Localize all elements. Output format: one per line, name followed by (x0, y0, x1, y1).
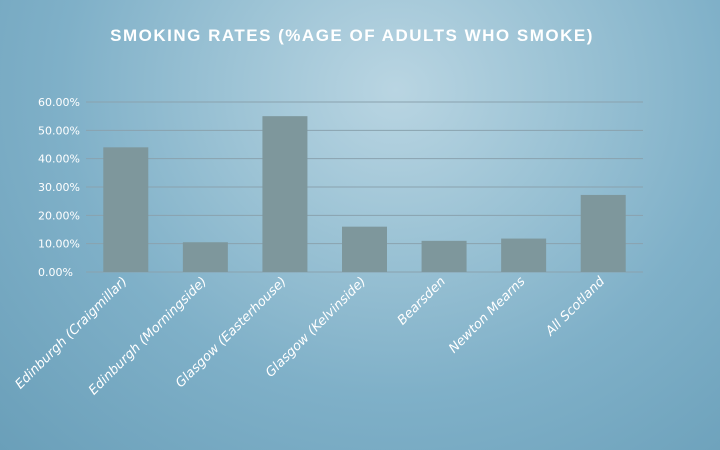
y-tick-label: 20.00% (38, 209, 80, 222)
x-category-label: Bearsden (395, 274, 449, 328)
bar (182, 242, 228, 272)
x-category-label: All Scotland (542, 274, 608, 340)
bar (421, 240, 467, 272)
bar (103, 147, 149, 272)
bar (580, 194, 626, 272)
bar (262, 116, 308, 273)
y-tick-label: 60.00% (38, 96, 80, 109)
y-tick-label: 40.00% (38, 153, 80, 166)
x-category-label: Newton Mearns (446, 274, 528, 356)
y-tick-label: 50.00% (38, 124, 80, 137)
chart-title: SMOKING RATES (%AGE OF ADULTS WHO SMOKE) (110, 26, 594, 45)
bar (501, 238, 547, 272)
y-tick-label: 0.00% (38, 266, 73, 279)
bar (342, 226, 387, 272)
y-tick-label: 10.00% (38, 238, 80, 251)
y-tick-label: 30.00% (38, 181, 80, 194)
